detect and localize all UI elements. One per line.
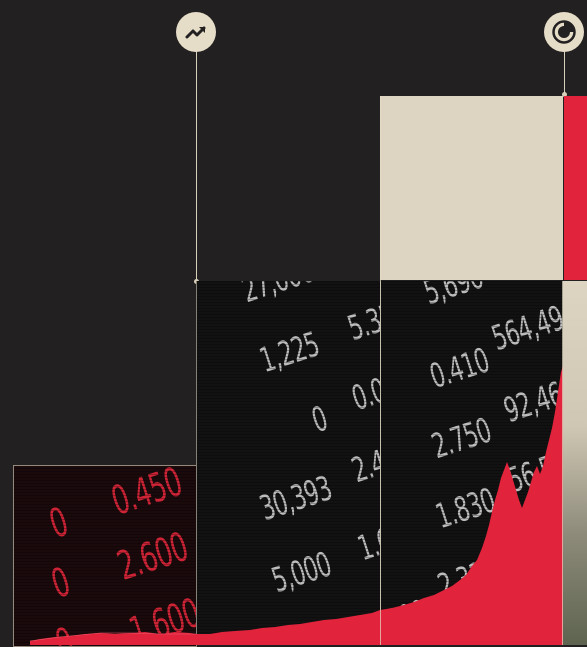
divider	[562, 281, 563, 645]
beige-card	[380, 96, 563, 280]
pie-chart-icon[interactable]	[544, 12, 584, 52]
pin-line-trend	[196, 50, 197, 282]
pin-line-pie	[564, 50, 565, 96]
photo-strip	[563, 281, 587, 645]
price-area	[30, 366, 563, 645]
divider	[380, 96, 381, 645]
pin-anchor-dot-pie	[562, 92, 567, 97]
red-card	[564, 96, 587, 280]
trend-icon[interactable]	[176, 12, 216, 52]
